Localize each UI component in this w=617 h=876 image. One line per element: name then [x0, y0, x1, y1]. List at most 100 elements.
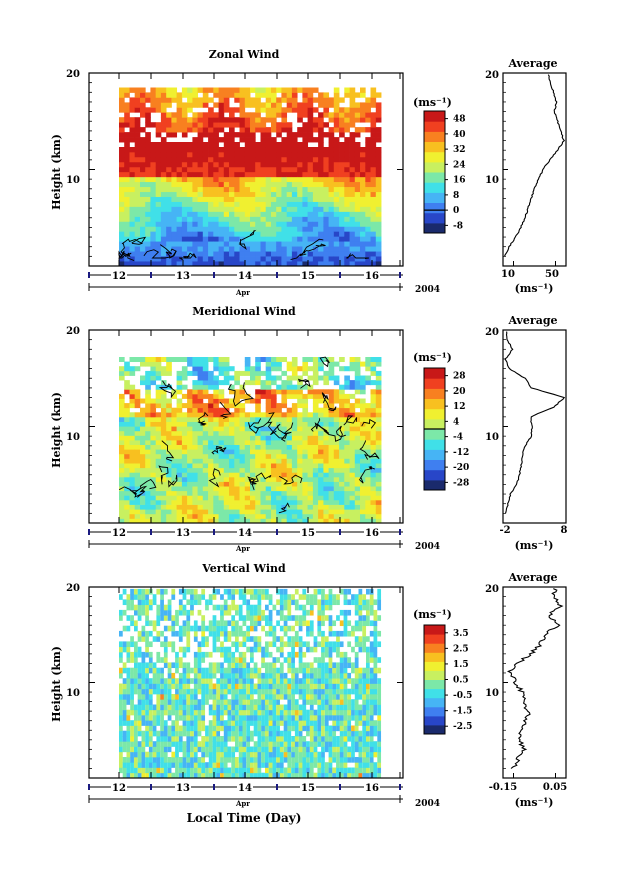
heatmap-cell	[152, 678, 157, 684]
heatmap-cell	[354, 142, 361, 148]
heatmap-cell	[250, 370, 256, 376]
heatmap-cell	[166, 151, 172, 158]
heatmap-cell	[234, 417, 240, 423]
heatmap-cell	[160, 720, 164, 726]
heatmap-cell	[375, 463, 382, 469]
heatmap-cell	[212, 683, 217, 690]
heatmap-cell	[176, 440, 183, 446]
heatmap-cell	[231, 588, 236, 595]
heatmap-cell	[323, 370, 330, 376]
heatmap-cell	[176, 166, 183, 173]
heatmap-cell	[201, 757, 206, 763]
heatmap-cell	[163, 683, 168, 690]
heatmap-cell	[302, 186, 309, 193]
heatmap-cell	[244, 444, 251, 450]
meridional-day-axis: 12 13 14 15 16	[88, 527, 403, 548]
heatmap-cell	[137, 709, 142, 716]
heatmap-cell	[202, 380, 209, 386]
heatmap-cell	[134, 389, 141, 395]
heatmap-cell	[160, 453, 167, 459]
heatmap-cell	[246, 694, 251, 700]
heatmap-cell	[137, 678, 142, 684]
heatmap-cell	[307, 117, 314, 123]
heatmap-cell	[129, 117, 136, 123]
heatmap-cell	[235, 588, 239, 595]
heatmap-cell	[212, 646, 217, 653]
heatmap-cell	[312, 490, 319, 496]
heatmap-cell	[166, 176, 172, 183]
heatmap-cell	[235, 662, 239, 669]
heatmap-cell	[134, 704, 138, 711]
heatmap-cell	[253, 741, 258, 747]
heatmap-cell	[171, 472, 178, 478]
heatmap-cell	[268, 736, 273, 742]
heatmap-cell	[328, 366, 335, 372]
heatmap-cell	[129, 251, 136, 257]
heatmap-cell	[344, 142, 350, 148]
heatmap-cell	[260, 463, 267, 469]
heatmap-cell	[124, 251, 130, 257]
heatmap-cell	[291, 176, 298, 183]
heatmap-cell	[175, 720, 179, 726]
heatmap-cell	[265, 683, 269, 690]
heatmap-cell	[192, 495, 199, 501]
heatmap-cell	[242, 678, 247, 684]
heatmap-cell	[176, 246, 183, 252]
heatmap-cell	[145, 261, 151, 267]
heatmap-cell	[349, 490, 356, 496]
heatmap-cell	[171, 499, 178, 505]
heatmap-cell	[265, 398, 272, 404]
heatmap-cell	[152, 704, 157, 711]
heatmap-cell	[242, 688, 247, 695]
heatmap-cell	[339, 398, 345, 404]
heatmap-cell	[176, 481, 183, 487]
heatmap-cell	[328, 476, 335, 482]
heatmap-cell	[223, 636, 228, 642]
heatmap-cell	[246, 720, 251, 726]
heatmap-cell	[344, 226, 350, 232]
heatmap-cell	[150, 407, 157, 413]
heatmap-cell	[307, 357, 314, 363]
heatmap-cell	[265, 444, 272, 450]
heatmap-cell	[150, 102, 157, 108]
heatmap-cell	[375, 112, 382, 118]
heatmap-cell	[155, 412, 162, 418]
heatmap-cell	[365, 127, 371, 133]
heatmap-cell	[186, 751, 191, 758]
heatmap-cell	[223, 151, 230, 158]
heatmap-cell	[160, 683, 164, 690]
heatmap-cell	[145, 256, 151, 262]
heatmap-cell	[354, 389, 361, 395]
heatmap-cell	[354, 518, 361, 524]
heatmap-cell	[239, 481, 246, 487]
heatmap-cell	[354, 251, 361, 257]
heatmap-cell	[349, 191, 356, 197]
heatmap-cell	[375, 486, 382, 492]
heatmap-cell	[218, 221, 225, 227]
heatmap-cell	[166, 161, 172, 168]
heatmap-cell	[218, 357, 225, 363]
heatmap-cell	[208, 704, 213, 711]
heatmap-cell	[339, 407, 345, 413]
heatmap-cell	[291, 594, 295, 600]
heatmap-cell	[129, 236, 136, 242]
heatmap-cell	[234, 458, 240, 464]
heatmap-cell	[202, 127, 209, 133]
heatmap-cell	[145, 393, 151, 399]
colorbar-tick-label: 12	[453, 402, 466, 412]
heatmap-cell	[354, 495, 361, 501]
heatmap-cell	[171, 694, 176, 700]
heatmap-cell	[129, 393, 136, 399]
heatmap-cell	[370, 211, 377, 217]
heatmap-cell	[291, 615, 295, 621]
heatmap-cell	[223, 196, 230, 202]
heatmap-cell	[276, 678, 280, 684]
heatmap-cell	[134, 499, 141, 505]
heatmap-cell	[208, 241, 214, 247]
heatmap-cell	[349, 186, 356, 193]
heatmap-cell	[312, 161, 319, 168]
heatmap-cell	[141, 604, 146, 611]
day-label-bg	[300, 527, 316, 537]
heatmap-cell	[255, 486, 261, 492]
heatmap-cell	[166, 467, 172, 473]
